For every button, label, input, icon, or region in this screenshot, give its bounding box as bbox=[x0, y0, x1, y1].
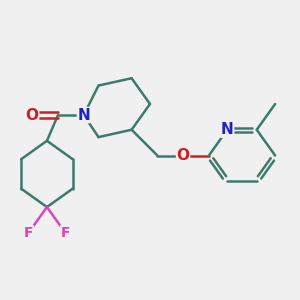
Text: F: F bbox=[24, 226, 33, 240]
Text: F: F bbox=[61, 226, 70, 240]
Text: O: O bbox=[26, 107, 39, 122]
Text: O: O bbox=[177, 148, 190, 163]
Text: N: N bbox=[77, 107, 90, 122]
Text: N: N bbox=[221, 122, 234, 137]
